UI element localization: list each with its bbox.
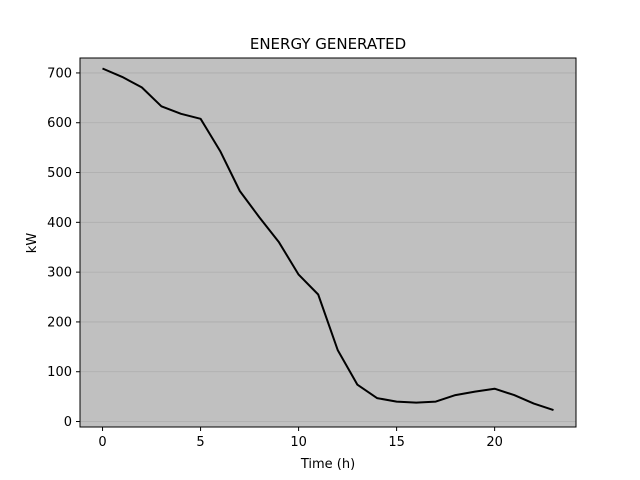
x-tick-label: 5 [196, 435, 204, 450]
y-tick-label: 300 [47, 266, 72, 281]
y-tick-label: 200 [47, 315, 72, 330]
x-tick-label: 15 [388, 435, 405, 450]
x-tick-label: 0 [98, 435, 106, 450]
y-tick-label: 700 [47, 66, 72, 81]
x-tick-label: 20 [486, 435, 503, 450]
plot-background [80, 58, 576, 427]
y-axis-label: kW [25, 233, 40, 254]
chart-title: ENERGY GENERATED [250, 35, 406, 53]
plot-frame [79, 57, 577, 428]
y-tick-label: 400 [47, 216, 72, 231]
y-tick-label: 500 [47, 166, 72, 181]
y-tick-label: 0 [64, 415, 72, 430]
x-axis: 0 5 10 15 20 [98, 427, 503, 450]
series-line [102, 67, 554, 412]
y-tick-label: 100 [47, 365, 72, 380]
x-tick-label: 10 [290, 435, 307, 450]
x-axis-label: Time (h) [300, 457, 355, 472]
y-axis: 0 100 200 300 400 500 600 700 [47, 66, 80, 430]
y-tick-label: 600 [47, 116, 72, 131]
